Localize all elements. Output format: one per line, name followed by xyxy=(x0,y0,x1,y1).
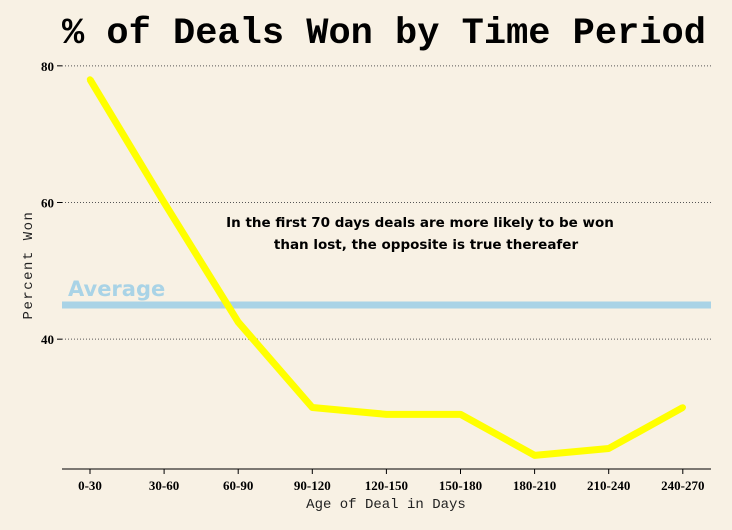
data-point xyxy=(309,404,316,411)
series-layer xyxy=(86,76,686,459)
y-tick-label: 60 xyxy=(41,196,54,211)
series-line xyxy=(87,77,685,459)
y-axis-ticks: 40 60 80 xyxy=(41,59,62,347)
chart-title: % of Deals Won by Time Period xyxy=(62,13,706,55)
x-tick-label: 150-180 xyxy=(439,478,482,493)
annotation-line-1: In the first 70 days deals are more like… xyxy=(226,215,614,231)
x-tick-label: 120-150 xyxy=(365,478,408,493)
x-tick-label: 180-210 xyxy=(513,478,556,493)
data-point xyxy=(86,76,94,83)
data-point xyxy=(605,445,612,452)
x-tick-label: 60-90 xyxy=(223,478,253,493)
annotation-line-2: than lost, the opposite is true thereafe… xyxy=(274,237,579,253)
average-label: Average xyxy=(68,277,165,301)
data-point xyxy=(160,199,168,206)
x-axis-label: Age of Deal in Days xyxy=(306,497,466,513)
x-tick-label: 0-30 xyxy=(78,478,102,493)
x-tick-label: 210-240 xyxy=(587,478,630,493)
y-tick-label: 80 xyxy=(41,59,54,74)
data-point xyxy=(457,411,464,418)
data-point xyxy=(679,404,686,411)
y-tick-label: 40 xyxy=(41,332,54,347)
x-tick-label: 240-270 xyxy=(661,478,704,493)
data-point xyxy=(531,452,538,459)
grid-lines xyxy=(62,65,711,340)
x-tick-label: 90-120 xyxy=(294,478,331,493)
y-axis-label: Percent Won xyxy=(21,211,37,320)
x-axis: 0-30 30-60 60-90 90-120 120-150 150-180 180-21… xyxy=(62,468,711,493)
average-reference: Average xyxy=(62,277,711,309)
x-tick-label: 30-60 xyxy=(149,478,179,493)
data-point xyxy=(383,411,390,418)
data-point xyxy=(235,318,242,326)
